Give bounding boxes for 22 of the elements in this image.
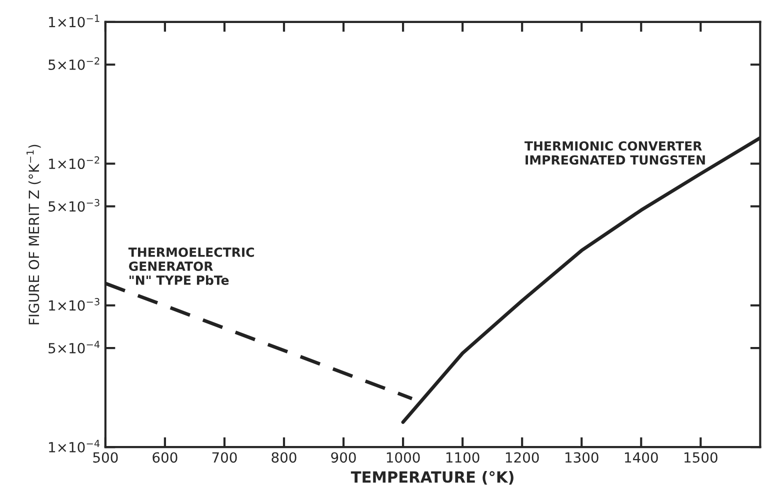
x-tick-label: 500 xyxy=(93,452,118,463)
y-tick-label: 5×10$^{−3}$ xyxy=(48,198,100,212)
x-tick-label: 1300 xyxy=(565,452,598,463)
x-tick-label: 1400 xyxy=(624,452,658,463)
y-tick-label: 1×10$^{−2}$ xyxy=(49,156,100,170)
annotation: THERMOELECTRIC GENERATOR "N" TYPE PbTe xyxy=(128,248,254,285)
x-tick-label: 900 xyxy=(331,452,356,463)
annotation: THERMIONIC CONVERTER IMPREGNATED TUNGSTEN xyxy=(524,141,705,165)
y-tick-label: 1×10$^{−1}$ xyxy=(49,14,100,28)
x-tick-label: 1000 xyxy=(386,452,420,463)
y-tick-label: 1×10$^{−4}$ xyxy=(49,440,100,452)
x-tick-label: 700 xyxy=(212,452,237,463)
y-tick-label: 1×10$^{−3}$ xyxy=(49,298,100,311)
y-tick-label: 5×10$^{−2}$ xyxy=(48,57,100,70)
y-axis-title: FIGURE OF MERIT Z (°K$^{−1}$) xyxy=(26,144,41,324)
x-tick-label: 1100 xyxy=(446,452,480,463)
y-tick-label: 5×10$^{−4}$ xyxy=(48,340,100,354)
x-tick-label: 1500 xyxy=(684,452,718,463)
x-tick-label: 1200 xyxy=(506,452,539,463)
x-tick-label: 600 xyxy=(152,452,178,463)
x-tick-label: 800 xyxy=(272,452,296,463)
x-axis-title: TEMPERATURE (°K) xyxy=(350,470,514,485)
